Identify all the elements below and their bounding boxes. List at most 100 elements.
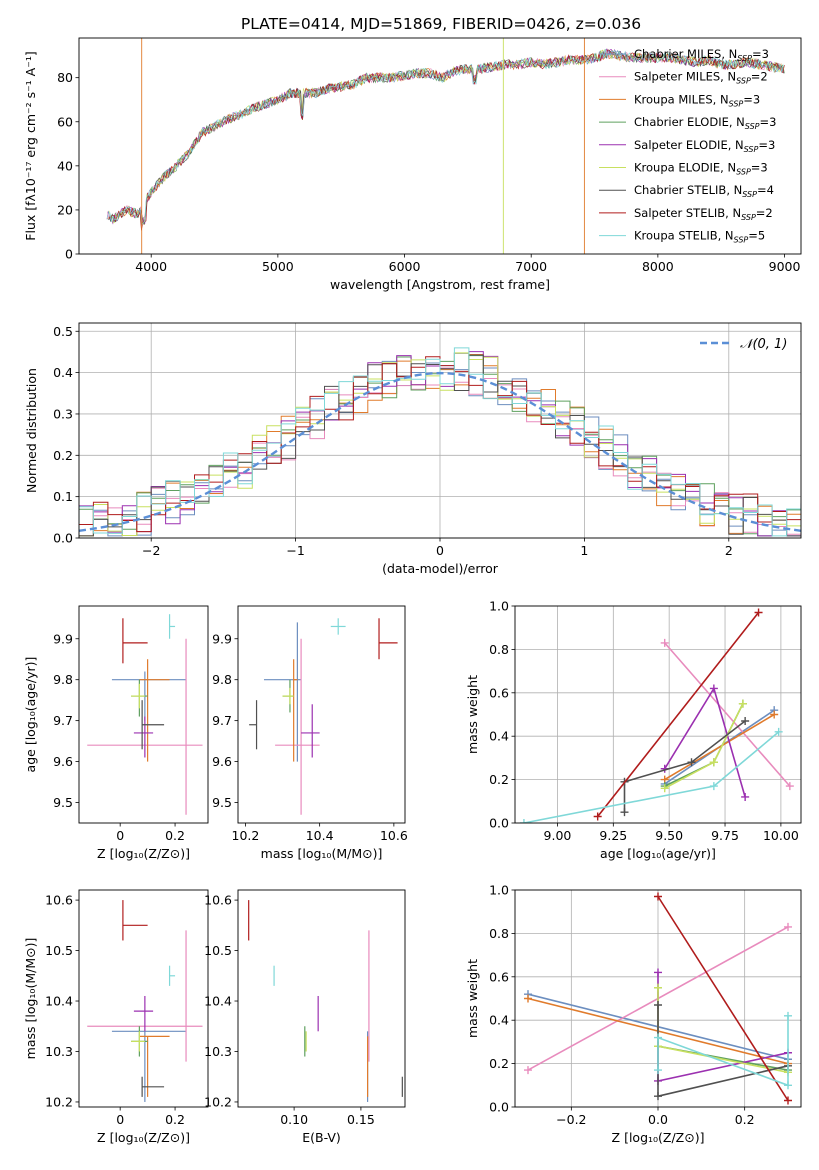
weight-marker [741,717,750,726]
legend-label-salpeter-miles: Salpeter MILES, NSSP=2 [634,70,768,86]
axes-frame: 10.2 10.4 10.6 9.5 9.6 9.7 9.8 9.9 mass [log₁₀(M… [212,605,408,861]
y-tick-label: 0.6 [489,969,509,984]
weight-marker [784,922,792,931]
errorbar-kroupa-miles [139,1035,170,1097]
y-tick-label: 60 [57,114,73,129]
plot-area [519,608,794,823]
errorbar-kroupa-stelib [168,965,176,986]
weight-series-kroupa-stelib [519,727,783,823]
errorbar-chabrier-miles [263,622,302,762]
errorbar-kroupa-stelib [330,618,346,635]
errorbar-chabrier-stelib [141,700,165,750]
spectrum-legend: Chabrier MILES, NSSP=3 Salpeter MILES, NS… [599,47,776,245]
x-tick-label: 10.4 [306,828,334,843]
weight-series-kroupa-miles [660,710,779,784]
y-tick-label: 0.4 [489,1013,509,1028]
x-tick-label: 4000 [135,259,167,274]
y-tick-label: 1.0 [489,599,509,614]
weight-line [664,713,775,781]
errorbar-salpeter-stelib [122,900,148,941]
axes-frame: 0 0.2 9.5 9.6 9.7 9.8 9.9 Z [log₁₀(Z/Z⊙)] age [l… [23,605,209,861]
x-tick-label: 9.25 [599,828,627,843]
y-tick-label: 9.9 [53,631,73,646]
x-tick-label: 8000 [642,259,674,274]
x-tick-label: 6000 [389,259,421,274]
weight-marker [738,699,747,708]
weight-line [657,987,789,1074]
y-tick-label: 0.4 [489,729,509,744]
x-tick-label: 9.50 [655,828,683,843]
weight-series-salpeter-miles [660,638,794,791]
panel-residuals: −2 −1 0 1 2 0.0 0.1 0.2 0.3 0.4 0.5 (data-model)/er… [24,322,802,576]
axes-border [78,605,209,824]
y-tick-label: 10.3 [204,1044,232,1059]
x-axis-label: age [log₁₀(age/yr)] [600,846,716,861]
x-tick-label: 9.75 [711,828,739,843]
y-tick-label: 0.5 [53,324,73,339]
x-axis-label: (data-model)/error [382,561,499,576]
errorbar-kroupa-stelib [168,614,176,639]
axes-frame: −0.2 0.0 0.2 0.0 0.2 0.4 0.6 0.8 1.0 Z [log₁₀(Z/Z… [465,883,802,1145]
spectrum-line-kroupa-stelib [109,49,784,226]
errorbar-chabrier-stelib [249,700,258,750]
x-axis-label: wavelength [Angstrom, rest frame] [330,277,550,292]
weight-marker [709,758,718,767]
weight-marker [709,782,718,791]
y-tick-label: 0.2 [53,448,73,463]
x-tick-label: 5000 [262,259,294,274]
weight-marker [770,710,779,719]
weight-marker [754,608,763,617]
y-tick-label: 0.1 [53,489,73,504]
x-tick-label: 2 [725,543,733,558]
weight-series-kroupa-elodie [660,699,747,793]
y-tick-label: 10.6 [45,893,73,908]
y-axis-label: Flux [fλ10⁻¹⁷ erg cm⁻² s⁻¹ A⁻¹] [23,51,38,240]
weight-line [664,642,791,787]
x-axis-label: Z [log₁₀(Z/Z⊙)] [97,1130,190,1145]
y-tick-label: 9.5 [212,795,232,810]
axes-border [78,37,802,255]
weight-marker [784,1096,792,1105]
y-axis-label: mass weight [465,675,480,754]
weight-marker [524,1066,532,1075]
weight-marker [524,994,532,1003]
y-tick-label: 9.5 [53,795,73,810]
weight-series-salpeter-stelib [654,892,792,1105]
y-axis-label: Normed distribution [24,368,39,493]
hist-kroupa-stelib [79,347,801,537]
y-tick-label: 1.0 [489,883,509,898]
y-tick-label: 0.0 [489,1100,509,1115]
weight-series-salpeter-stelib [593,608,763,821]
y-tick-label: 10.4 [45,994,73,1009]
x-tick-label: 1 [580,543,588,558]
axes-border [237,605,406,824]
y-tick-label: 9.7 [212,713,232,728]
axes-frame: 0.10 0.15 10.2 10.3 10.4 10.5 10.6 E(B-V) [204,889,406,1145]
x-tick-label: 0.15 [347,1112,375,1127]
panel-age-vs-mass: 10.2 10.4 10.6 9.5 9.6 9.7 9.8 9.9 mass [log₁₀(M… [212,605,408,861]
panel-spectrum: 4000 5000 6000 7000 8000 9000 0 20 40 60 80 wavelen… [23,37,802,292]
y-tick-label: 10.5 [204,943,232,958]
plot-area [249,618,398,815]
x-tick-label: 0.0 [648,1112,668,1127]
weight-series-chabrier-stelib [654,1001,792,1101]
plot-area [248,900,403,1102]
legend-label-chabrier-elodie: Chabrier ELODIE, NSSP=3 [634,115,776,131]
errorbar-kroupa-miles [139,659,170,762]
y-tick-label: 0.2 [489,1056,509,1071]
y-tick-label: 9.6 [212,754,232,769]
y-tick-label: 0.6 [489,685,509,700]
panel-weight-vs-Z: −0.2 0.0 0.2 0.0 0.2 0.4 0.6 0.8 1.0 Z [log₁₀(Z/Z… [465,883,802,1145]
weight-marker [660,784,669,793]
weight-marker [774,727,783,736]
errorbar-kroupa-elodie [282,687,294,705]
x-axis-label: Z [log₁₀(Z/Z⊙)] [97,846,190,861]
weight-line [657,972,789,1082]
legend-label-chabrier-stelib: Chabrier STELIB, NSSP=4 [634,183,774,199]
errorbar-salpeter-elodie [133,716,154,758]
errorbar-salpeter-stelib [378,618,398,660]
weight-marker [654,1033,662,1042]
axes-border [78,322,802,539]
x-tick-label: 0 [436,543,444,558]
weight-marker [660,638,669,647]
